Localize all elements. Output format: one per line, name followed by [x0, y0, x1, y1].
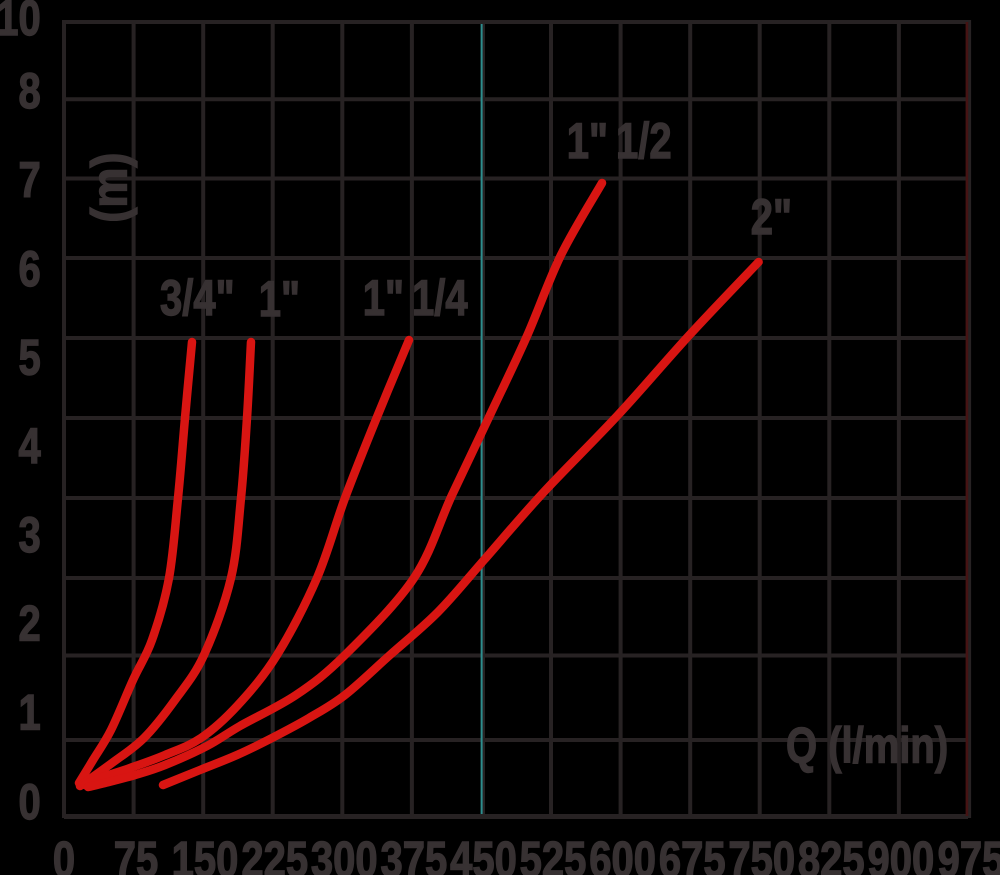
svg-text:75: 75 — [114, 831, 158, 875]
svg-text:675: 675 — [659, 831, 726, 875]
svg-text:300: 300 — [311, 831, 378, 875]
svg-text:450: 450 — [450, 831, 517, 875]
svg-text:825: 825 — [798, 831, 865, 875]
svg-text:8: 8 — [19, 63, 41, 119]
svg-text:750: 750 — [728, 831, 795, 875]
svg-text:(m): (m) — [82, 153, 138, 223]
svg-text:Q (l/min): Q (l/min) — [786, 717, 948, 773]
svg-text:1" 1/2: 1" 1/2 — [567, 113, 672, 169]
svg-text:225: 225 — [241, 831, 308, 875]
svg-text:7: 7 — [19, 152, 41, 208]
svg-text:1: 1 — [19, 684, 41, 740]
svg-text:600: 600 — [589, 831, 656, 875]
svg-text:2: 2 — [19, 595, 41, 651]
svg-text:6: 6 — [19, 241, 41, 297]
svg-text:1": 1" — [259, 271, 300, 327]
svg-text:3: 3 — [19, 507, 41, 563]
svg-text:4: 4 — [19, 418, 41, 474]
svg-text:0: 0 — [53, 831, 75, 875]
svg-text:3/4": 3/4" — [160, 270, 235, 326]
svg-text:0: 0 — [19, 774, 41, 830]
svg-text:5: 5 — [19, 329, 41, 385]
svg-text:975: 975 — [938, 831, 1000, 875]
svg-text:150: 150 — [172, 831, 239, 875]
svg-text:375: 375 — [381, 831, 448, 875]
svg-text:1" 1/4: 1" 1/4 — [363, 270, 468, 326]
svg-text:2": 2" — [751, 189, 792, 245]
svg-text:525: 525 — [520, 831, 587, 875]
svg-text:10: 10 — [0, 0, 41, 46]
svg-text:900: 900 — [868, 831, 935, 875]
